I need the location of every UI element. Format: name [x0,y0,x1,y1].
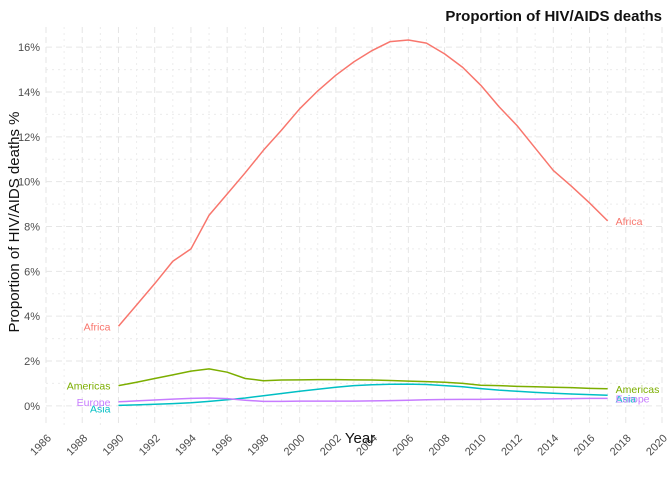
x-tick-label: 2014 [535,432,561,458]
grid [45,27,663,426]
x-tick-label: 1996 [209,432,235,458]
x-tick-label: 1988 [64,432,90,458]
y-tick-label: 8% [24,222,40,234]
y-tick-label: 2% [24,356,40,368]
series-line-asia [118,383,608,407]
series-lines [117,39,609,407]
x-tick-label: 1986 [28,432,54,458]
x-tick-label: 2006 [391,432,417,458]
x-tick-label: 2018 [608,432,634,458]
x-tick-label: 2012 [499,432,525,458]
series-line-europe [118,397,608,403]
chart-title: Proportion of HIV/AIDS deaths [445,8,662,25]
x-tick-label: 2000 [282,432,308,458]
x-tick-label: 1990 [101,432,127,458]
y-tick-label: 4% [24,311,40,323]
y-tick-label: 16% [18,42,40,54]
y-tick-label: 14% [18,87,40,99]
x-tick-label: 2002 [318,432,344,458]
series-label-europe-start: Europe [77,397,111,409]
series-label-europe-end: Europe [616,393,650,405]
series-label-asia-end: Asia [616,393,637,405]
series-line-africa [117,39,609,327]
series-line-americas [118,368,608,390]
series-label-africa-end: Africa [616,216,643,228]
x-tick-label: 2010 [463,432,489,458]
x-tick-label: 1992 [137,432,163,458]
tick-labels: 0% 2% 4% 6% 8% 10% 12% 14% 16% 1986 1988 1990 1992 19… [18,42,670,458]
series-label-americas-end: Americas [616,384,660,396]
y-tick-label: 10% [18,177,40,189]
y-axis-title: Proportion of HIV/AIDS deaths % [6,112,23,333]
y-tick-label: 0% [24,401,40,413]
series-label-asia-start: Asia [90,403,111,415]
series-label-africa-start: Africa [84,321,111,333]
y-tick-label: 12% [18,132,40,144]
x-tick-label: 1998 [246,432,272,458]
x-tick-label: 2008 [427,432,453,458]
x-tick-label: 2020 [644,432,670,458]
x-axis-title: Year [345,430,375,447]
x-tick-label: 1994 [173,432,199,458]
series-label-americas-start: Americas [67,381,111,393]
x-tick-label: 2016 [572,432,598,458]
y-tick-label: 6% [24,266,40,278]
